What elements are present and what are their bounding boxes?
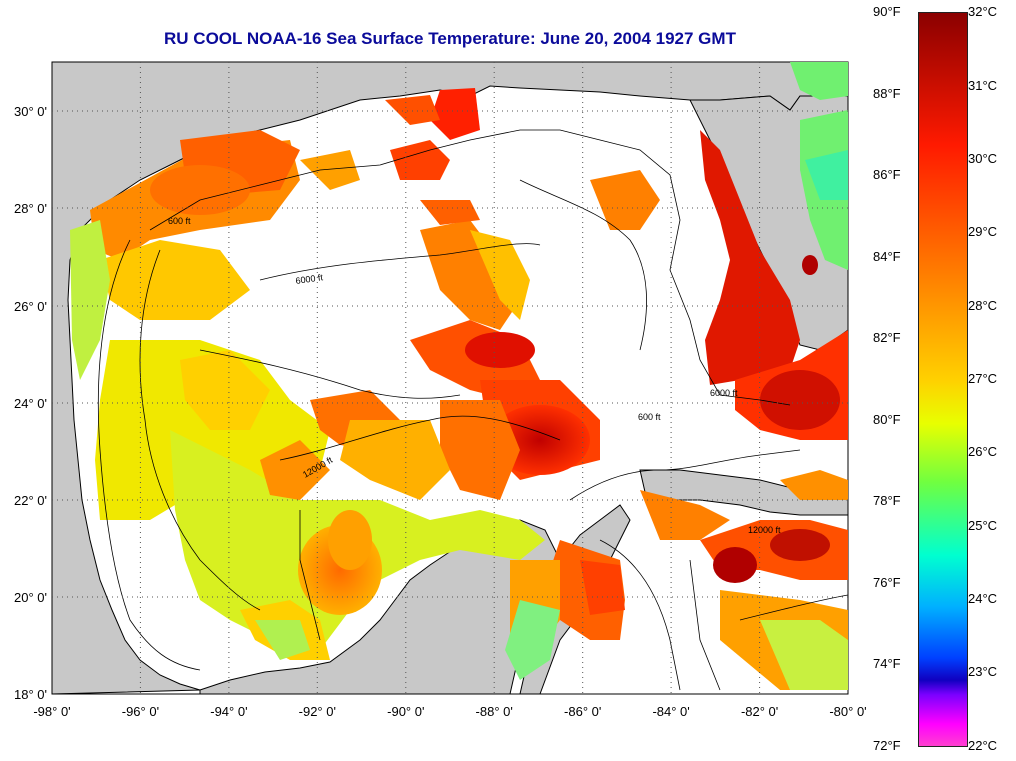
y-tick-label: 18° 0' <box>14 687 47 702</box>
lat-lon-grid <box>52 62 848 694</box>
y-tick-label: 20° 0' <box>14 590 47 605</box>
y-tick-label: 24° 0' <box>14 396 47 411</box>
celsius-label: 32°C <box>968 4 998 19</box>
x-tick-label: -90° 0' <box>387 704 424 719</box>
contour-label: 6000 ft <box>710 388 738 398</box>
fahrenheit-label: 82°F <box>873 330 901 345</box>
map-title: RU COOL NOAA-16 Sea Surface Temperature:… <box>164 29 736 48</box>
contour-label: 12000 ft <box>748 525 781 535</box>
celsius-label: 25°C <box>968 518 998 533</box>
fahrenheit-label: 72°F <box>873 738 901 753</box>
x-tick-label: -96° 0' <box>122 704 159 719</box>
x-tick-label: -80° 0' <box>829 704 866 719</box>
x-tick-label: -86° 0' <box>564 704 601 719</box>
fahrenheit-label: 80°F <box>873 412 901 427</box>
celsius-label: 28°C <box>968 298 998 313</box>
x-axis: -98° 0' -96° 0' -94° 0' -92° 0' -90° 0' … <box>33 704 866 719</box>
contour-label: 600 ft <box>168 216 191 226</box>
celsius-label: 27°C <box>968 371 998 386</box>
fahrenheit-label: 84°F <box>873 249 901 264</box>
celsius-label: 24°C <box>968 591 998 606</box>
y-tick-label: 28° 0' <box>14 201 47 216</box>
contour-label: 6000 ft <box>295 272 324 286</box>
temperature-colorbar <box>918 12 968 747</box>
celsius-label: 23°C <box>968 664 998 679</box>
x-tick-label: -92° 0' <box>299 704 336 719</box>
fahrenheit-label: 90°F <box>873 4 901 19</box>
x-tick-label: -84° 0' <box>652 704 689 719</box>
x-tick-label: -94° 0' <box>210 704 247 719</box>
celsius-label: 29°C <box>968 224 998 239</box>
celsius-label: 30°C <box>968 151 998 166</box>
fahrenheit-label: 74°F <box>873 656 901 671</box>
fahrenheit-label: 86°F <box>873 167 901 182</box>
fahrenheit-label: 76°F <box>873 575 901 590</box>
bathymetry-contours <box>97 129 848 691</box>
celsius-label: 22°C <box>968 738 998 753</box>
fahrenheit-label: 78°F <box>873 493 901 508</box>
y-axis: 30° 0' 28° 0' 26° 0' 24° 0' 22° 0' 20° 0… <box>14 104 47 702</box>
sst-map: 600 ft 6000 ft 12000 ft 600 ft 6000 ft 1… <box>14 61 867 719</box>
y-tick-label: 22° 0' <box>14 493 47 508</box>
y-tick-label: 26° 0' <box>14 299 47 314</box>
y-tick-label: 30° 0' <box>14 104 47 119</box>
x-tick-label: -98° 0' <box>33 704 70 719</box>
sst-data-patches <box>70 62 848 690</box>
celsius-label: 26°C <box>968 444 998 459</box>
x-tick-label: -82° 0' <box>741 704 778 719</box>
fahrenheit-label: 88°F <box>873 86 901 101</box>
celsius-label: 31°C <box>968 78 998 93</box>
contour-label: 600 ft <box>638 412 661 422</box>
x-tick-label: -88° 0' <box>476 704 513 719</box>
